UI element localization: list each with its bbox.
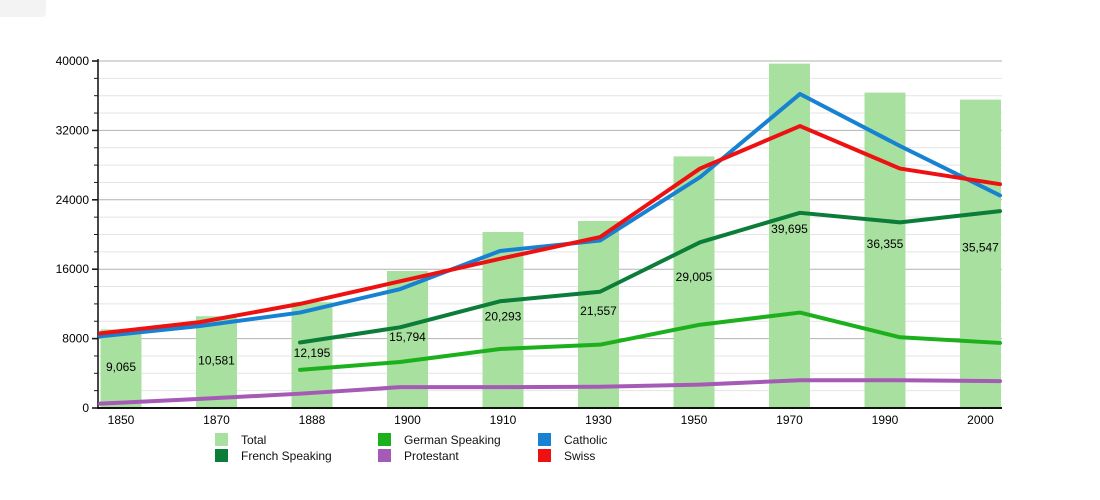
total-bar-1900	[387, 270, 428, 408]
total-bar-2000	[960, 99, 1001, 409]
x-axis-label-1888: 1888	[299, 413, 326, 427]
y-axis-label-32000: 32000	[56, 123, 90, 137]
x-axis-label-1900: 1900	[394, 413, 421, 427]
bar-value-label-1930: 21,557	[580, 304, 617, 318]
bar-value-label-1910: 20,293	[485, 309, 522, 323]
total-bar-1870	[196, 316, 237, 408]
bar-value-label-1888: 12,195	[294, 346, 331, 360]
bar-value-label-2000: 35,547	[962, 241, 999, 255]
y-axis-label-16000: 16000	[56, 262, 90, 276]
total-bar-1950	[673, 156, 715, 408]
x-axis-label-1870: 1870	[203, 413, 230, 427]
y-axis-label-40000: 40000	[56, 54, 90, 68]
total-bar-1850	[100, 329, 142, 408]
line-series-french-speaking	[298, 209, 1002, 345]
ui-artifact	[0, 0, 46, 17]
x-axis-label-1970: 1970	[776, 413, 803, 427]
total-bar-1930	[578, 220, 619, 408]
x-axis-label-1990: 1990	[872, 413, 899, 427]
line-series-catholic	[98, 91, 1002, 339]
line-series-swiss	[98, 124, 1002, 336]
bar-value-label-1990: 36,355	[867, 237, 904, 251]
line-series-german-speaking	[298, 310, 1002, 372]
x-axis-label-1850: 1850	[108, 413, 135, 427]
x-axis-label-1930: 1930	[585, 413, 612, 427]
bar-value-label-1970: 39,695	[771, 222, 808, 236]
y-axis-label-0: 0	[82, 401, 89, 415]
bar-value-label-1950: 29,005	[676, 270, 713, 284]
x-axis-label-1950: 1950	[681, 413, 708, 427]
line-series-protestant	[98, 378, 1002, 406]
bar-value-label-1870: 10,581	[198, 353, 235, 367]
total-bar-1970	[769, 63, 810, 408]
x-axis-label-1910: 1910	[490, 413, 517, 427]
x-axis-label-2000: 2000	[967, 413, 994, 427]
y-axis-label-24000: 24000	[56, 193, 90, 207]
y-axis-label-8000: 8000	[62, 332, 89, 346]
bar-value-label-1900: 15,794	[389, 330, 426, 344]
bar-value-label-1850: 9,065	[106, 360, 136, 374]
